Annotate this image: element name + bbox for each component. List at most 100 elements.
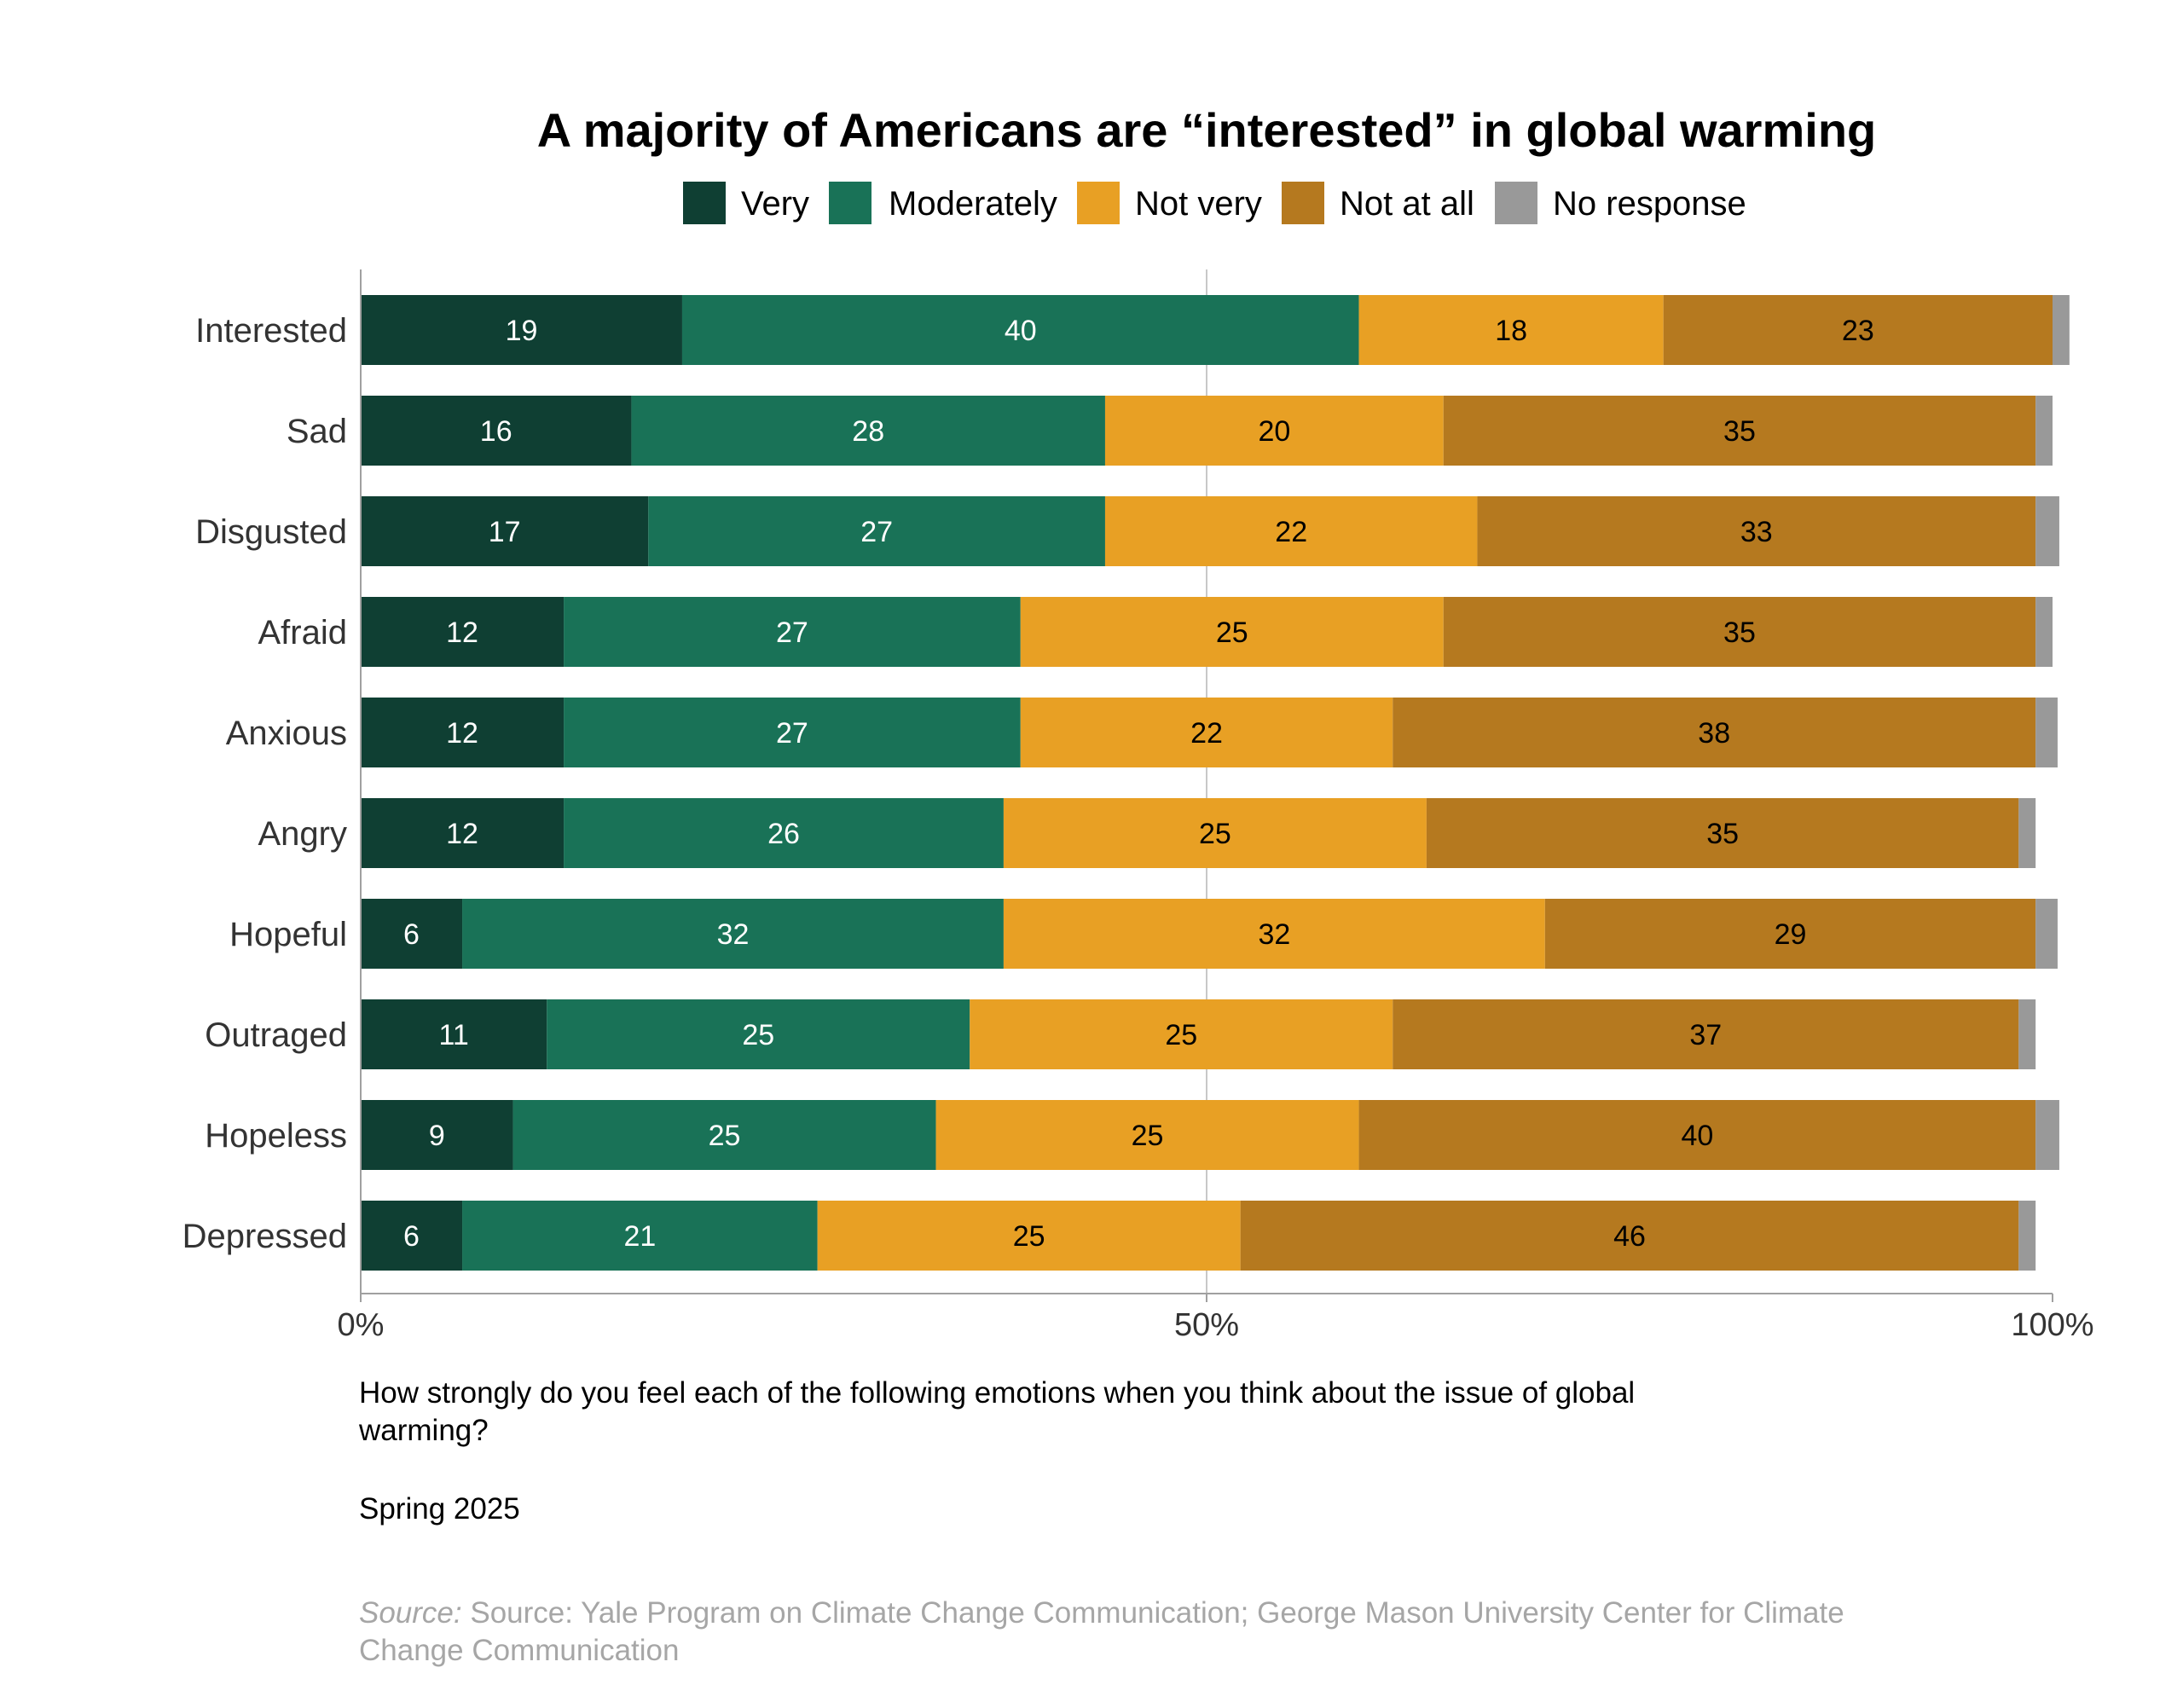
legend-label-moderately: Moderately bbox=[889, 185, 1057, 223]
data-label-interested-moderately: 40 bbox=[1005, 315, 1037, 347]
category-label-disgusted: Disgusted bbox=[195, 513, 347, 551]
bar-sad-very bbox=[361, 396, 632, 466]
data-label-interested-not-at-all: 23 bbox=[1842, 315, 1874, 347]
data-label-disgusted-not-very: 22 bbox=[1275, 516, 1307, 548]
bar-interested-not-at-all bbox=[1663, 295, 2053, 365]
data-label-interested-not-very: 18 bbox=[1495, 315, 1527, 347]
data-label-disgusted-very: 17 bbox=[489, 516, 521, 548]
category-label-angry: Angry bbox=[258, 815, 348, 853]
bar-interested-no-response bbox=[2053, 295, 2070, 365]
bar-sad-not-very bbox=[1104, 396, 1444, 466]
data-label-outraged-very: 11 bbox=[438, 1019, 468, 1051]
bar-hopeless-very bbox=[361, 1100, 513, 1170]
data-label-depressed-moderately: 21 bbox=[623, 1220, 656, 1253]
data-label-anxious-very: 12 bbox=[446, 717, 478, 750]
bar-sad-no-response bbox=[2035, 396, 2053, 466]
data-label-afraid-moderately: 27 bbox=[776, 617, 808, 649]
legend-label-not-very: Not very bbox=[1135, 185, 1262, 223]
bar-hopeful-very bbox=[361, 899, 463, 969]
bar-anxious-very bbox=[361, 698, 565, 767]
legend-swatch-moderately bbox=[829, 182, 871, 224]
category-label-hopeless: Hopeless bbox=[205, 1117, 347, 1155]
legend-swatch-no-response bbox=[1495, 182, 1537, 224]
data-label-disgusted-moderately: 27 bbox=[860, 516, 893, 548]
data-label-hopeless-very: 9 bbox=[429, 1120, 445, 1152]
bar-anxious-no-response bbox=[2035, 698, 2058, 767]
category-label-anxious: Anxious bbox=[226, 715, 347, 752]
bar-hopeful-no-response bbox=[2035, 899, 2058, 969]
legend-label-no-response: No response bbox=[1553, 185, 1746, 223]
bar-hopeful-moderately bbox=[462, 899, 1004, 969]
bar-interested-not-very bbox=[1358, 295, 1664, 365]
bar-hopeless-no-response bbox=[2035, 1100, 2059, 1170]
bar-angry-not-at-all bbox=[1426, 798, 2019, 868]
survey-period: Spring 2025 bbox=[359, 1492, 520, 1526]
data-label-hopeful-not-very: 32 bbox=[1258, 918, 1290, 951]
data-label-afraid-not-at-all: 35 bbox=[1723, 617, 1756, 649]
data-label-angry-not-very: 25 bbox=[1199, 818, 1231, 850]
bar-anxious-not-at-all bbox=[1393, 698, 2036, 767]
category-label-afraid: Afraid bbox=[258, 614, 348, 651]
data-label-depressed-not-very: 25 bbox=[1013, 1220, 1045, 1253]
bar-disgusted-not-very bbox=[1104, 496, 1478, 566]
data-label-interested-very: 19 bbox=[506, 315, 538, 347]
bar-depressed-very bbox=[361, 1201, 463, 1271]
bar-outraged-no-response bbox=[2018, 999, 2036, 1069]
data-label-sad-not-very: 20 bbox=[1258, 415, 1290, 448]
bar-sad-moderately bbox=[631, 396, 1105, 466]
bar-outraged-not-very bbox=[970, 999, 1393, 1069]
legend-swatch-not-at-all bbox=[1282, 182, 1324, 224]
bar-hopeful-not-at-all bbox=[1544, 899, 2036, 969]
bar-anxious-moderately bbox=[564, 698, 1021, 767]
data-label-anxious-not-at-all: 38 bbox=[1698, 717, 1730, 750]
bar-disgusted-not-at-all bbox=[1477, 496, 2036, 566]
legend-label-very: Very bbox=[741, 185, 809, 223]
bar-afraid-very bbox=[361, 597, 565, 667]
data-label-anxious-moderately: 27 bbox=[776, 717, 808, 750]
data-label-sad-not-at-all: 35 bbox=[1723, 415, 1756, 448]
bar-disgusted-very bbox=[361, 496, 649, 566]
bar-depressed-no-response bbox=[2018, 1201, 2036, 1271]
bar-depressed-not-at-all bbox=[1240, 1201, 2019, 1271]
category-label-sad: Sad bbox=[287, 413, 347, 450]
source-text: Source: Yale Program on Climate Change C… bbox=[359, 1596, 1844, 1667]
bar-angry-not-very bbox=[1003, 798, 1427, 868]
data-label-afraid-not-very: 25 bbox=[1216, 617, 1248, 649]
bar-hopeful-not-very bbox=[1003, 899, 1545, 969]
legend-swatch-not-very bbox=[1077, 182, 1120, 224]
data-label-hopeful-moderately: 32 bbox=[717, 918, 750, 951]
data-label-sad-moderately: 28 bbox=[852, 415, 884, 448]
data-label-hopeful-very: 6 bbox=[403, 918, 420, 951]
legend-swatch-very bbox=[683, 182, 726, 224]
legend-label-not-at-all: Not at all bbox=[1340, 185, 1474, 223]
bar-disgusted-no-response bbox=[2035, 496, 2059, 566]
bar-hopeless-not-very bbox=[935, 1100, 1359, 1170]
bar-afraid-moderately bbox=[564, 597, 1021, 667]
bar-outraged-very bbox=[361, 999, 547, 1069]
source-note: Source: Source: Yale Program on Climate … bbox=[359, 1595, 1894, 1670]
chart-title: A majority of Americans are “interested”… bbox=[537, 103, 1876, 157]
data-label-disgusted-not-at-all: 33 bbox=[1740, 516, 1773, 548]
data-label-depressed-very: 6 bbox=[403, 1220, 420, 1253]
bar-disgusted-moderately bbox=[648, 496, 1105, 566]
data-label-angry-very: 12 bbox=[446, 818, 478, 850]
category-label-depressed: Depressed bbox=[182, 1218, 347, 1255]
data-label-angry-not-at-all: 35 bbox=[1706, 818, 1739, 850]
data-label-afraid-very: 12 bbox=[446, 617, 478, 649]
axes: 0% 50% 100% bbox=[338, 269, 2094, 1343]
bar-interested-very bbox=[361, 295, 682, 365]
bar-angry-no-response bbox=[2018, 798, 2036, 868]
data-label-hopeless-moderately: 25 bbox=[709, 1120, 741, 1152]
bar-angry-moderately bbox=[564, 798, 1004, 868]
survey-question: How strongly do you feel each of the fol… bbox=[359, 1376, 1636, 1447]
source-label: Source: bbox=[359, 1596, 462, 1630]
category-label-hopeful: Hopeful bbox=[229, 916, 347, 953]
bar-afraid-not-at-all bbox=[1443, 597, 2036, 667]
legend: Very Moderately Not very Not at all No respo… bbox=[683, 182, 1746, 224]
x-tick-label-50: 50% bbox=[1174, 1307, 1239, 1343]
bar-interested-moderately bbox=[681, 295, 1359, 365]
bar-depressed-moderately bbox=[462, 1201, 818, 1271]
bars: Interested 19 40 18 23 Sad 16 28 20 35 Disgusted 17… bbox=[182, 295, 2070, 1271]
data-label-hopeful-not-at-all: 29 bbox=[1775, 918, 1807, 951]
category-label-outraged: Outraged bbox=[205, 1016, 347, 1054]
